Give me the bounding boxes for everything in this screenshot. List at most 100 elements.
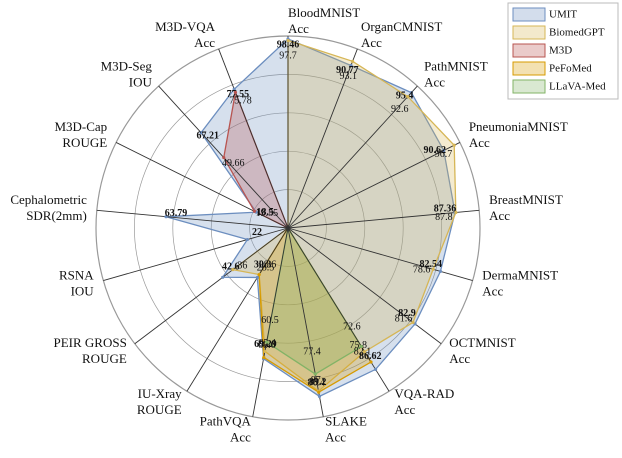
series-area bbox=[231, 39, 457, 392]
data-point bbox=[257, 273, 261, 277]
axis-label: Acc bbox=[288, 21, 309, 36]
data-point bbox=[164, 215, 168, 219]
data-point bbox=[349, 63, 353, 68]
axis-label: IOU bbox=[71, 283, 95, 298]
value-label: 82.1 bbox=[354, 347, 372, 358]
value-label: 87.8 bbox=[435, 212, 453, 223]
data-point bbox=[350, 59, 355, 63]
axis-spoke bbox=[186, 227, 289, 392]
axis-label: Cephalometric bbox=[10, 192, 87, 207]
legend-box bbox=[507, 2, 619, 100]
data-point bbox=[406, 95, 410, 99]
value-label: 78.6 bbox=[413, 264, 431, 275]
value-label: 97.7 bbox=[279, 51, 297, 62]
axis-spoke bbox=[287, 48, 358, 229]
axis-label: SDR(2mm) bbox=[26, 208, 87, 223]
value-label: 75.8 bbox=[350, 340, 368, 351]
axis-label: IU-Xray bbox=[138, 386, 183, 401]
value-label: 96.7 bbox=[435, 149, 453, 160]
axis-spoke bbox=[287, 209, 480, 229]
axis-label: Acc bbox=[394, 402, 415, 417]
value-label: 28.5 bbox=[257, 263, 275, 274]
data-point bbox=[411, 320, 415, 325]
axis-spoke bbox=[115, 142, 289, 229]
value-label: 82.54 bbox=[420, 259, 443, 270]
axis-label: IOU bbox=[129, 75, 153, 90]
value-label: 77.55 bbox=[227, 89, 250, 100]
axis-label: Acc bbox=[482, 283, 503, 298]
axis-label: ROUGE bbox=[137, 402, 182, 417]
data-point bbox=[245, 237, 249, 242]
legend-label: BiomedGPT bbox=[549, 27, 605, 39]
legend-label: LLaVA-Med bbox=[549, 81, 606, 93]
value-label: 30.3 bbox=[254, 259, 272, 270]
legend-label: M3D bbox=[549, 45, 572, 57]
value-label: 19.55 bbox=[256, 208, 279, 219]
axis-spoke bbox=[103, 227, 289, 281]
value-label: 77.4 bbox=[303, 347, 321, 358]
axis-spoke bbox=[287, 142, 461, 229]
axis-label: Acc bbox=[489, 208, 510, 223]
axis-spoke bbox=[134, 227, 289, 345]
value-label: 95.4 bbox=[396, 90, 414, 101]
axis-label: BreastMNIST bbox=[489, 192, 563, 207]
data-point bbox=[369, 360, 373, 364]
data-point bbox=[452, 143, 456, 147]
axis-spoke bbox=[287, 85, 418, 229]
data-point bbox=[262, 355, 266, 360]
value-label: 82.9 bbox=[398, 308, 416, 319]
data-point bbox=[317, 390, 321, 394]
axis-label: M3D-Cap bbox=[54, 119, 107, 134]
data-point bbox=[313, 372, 317, 376]
value-label: 60.5 bbox=[261, 315, 279, 326]
axis-label: PathVQA bbox=[200, 413, 252, 428]
value-label: 87 bbox=[311, 375, 321, 386]
value-label: 92.6 bbox=[391, 104, 409, 115]
data-point bbox=[373, 367, 378, 371]
axis-spoke bbox=[252, 227, 289, 417]
data-point bbox=[221, 275, 225, 279]
legend-swatch bbox=[512, 43, 546, 58]
axis-label: Acc bbox=[194, 35, 215, 50]
axis-label: Acc bbox=[449, 351, 470, 366]
value-label: 81.6 bbox=[395, 313, 413, 324]
data-point bbox=[454, 210, 458, 215]
axis-label: PEIR GROSS bbox=[53, 335, 126, 350]
value-label: 42.6 bbox=[222, 262, 240, 273]
legend: UMIT BiomedGPT M3D PeFoMed LLaVA-Med bbox=[507, 2, 619, 100]
data-point bbox=[442, 148, 446, 153]
axis-label: M3D-Seg bbox=[101, 59, 153, 74]
axis-spoke bbox=[96, 209, 289, 229]
value-label: 98.46 bbox=[277, 39, 300, 50]
data-point bbox=[199, 131, 203, 135]
data-point bbox=[286, 38, 290, 43]
value-label: 72.6 bbox=[343, 322, 361, 333]
legend-label: PeFoMed bbox=[549, 63, 592, 75]
value-label: 93.1 bbox=[339, 71, 357, 82]
value-label: 69.29 bbox=[254, 339, 277, 350]
axis-label: DermaMNIST bbox=[482, 267, 558, 282]
data-point bbox=[265, 340, 269, 344]
value-label: 68.6 bbox=[258, 340, 276, 351]
axis-label: M3D-VQA bbox=[155, 19, 216, 34]
axis-label: Acc bbox=[469, 135, 490, 150]
data-point bbox=[363, 350, 367, 354]
data-point bbox=[409, 91, 413, 95]
data-point bbox=[438, 269, 443, 273]
value-label: 90.62 bbox=[424, 145, 447, 156]
axis-label: RSNA bbox=[59, 267, 94, 282]
value-label: 67.21 bbox=[197, 130, 220, 141]
value-label: 63.79 bbox=[165, 208, 188, 219]
axis-label: PathMNIST bbox=[424, 59, 488, 74]
value-label: 86.4 bbox=[308, 378, 326, 389]
axis-label: Acc bbox=[230, 429, 251, 444]
value-label: 22 bbox=[252, 227, 262, 238]
value-label: 49.66 bbox=[222, 158, 245, 169]
axis-label: Acc bbox=[424, 75, 445, 90]
data-point bbox=[232, 87, 236, 91]
axis-label: SLAKE bbox=[325, 413, 367, 428]
axis-label: ROUGE bbox=[82, 351, 127, 366]
value-label: 89.2 bbox=[309, 377, 327, 388]
data-point bbox=[252, 209, 256, 213]
data-point bbox=[231, 268, 235, 272]
